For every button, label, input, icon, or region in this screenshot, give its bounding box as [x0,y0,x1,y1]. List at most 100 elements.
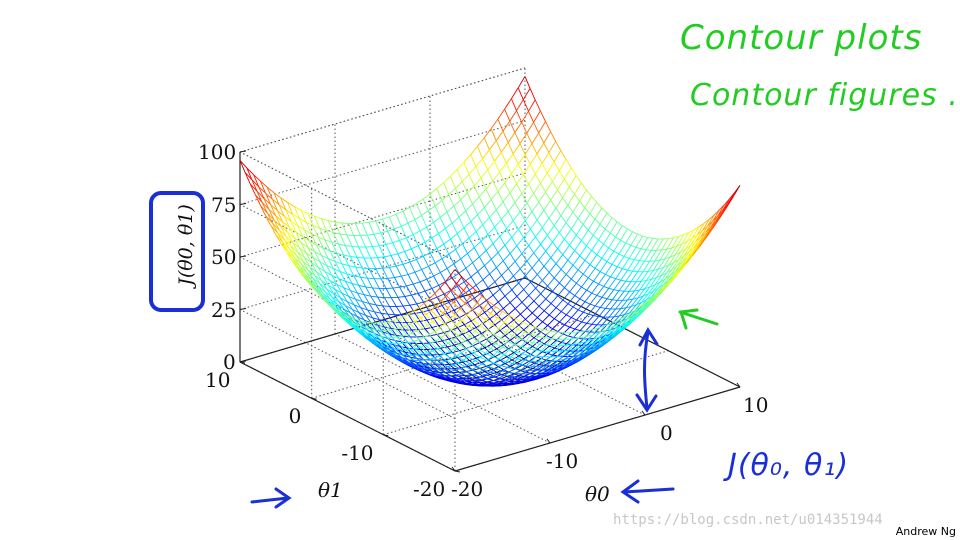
mesh-segment-765 [596,286,605,296]
mesh-segment-607 [379,243,387,247]
mesh-segment-3350 [491,351,498,357]
mesh-segment-358 [402,210,409,224]
mesh-segment-1783 [275,215,283,223]
mesh-segment-1445 [266,186,275,194]
mesh-segment-1139 [294,206,302,211]
mesh-segment-3155 [495,368,503,372]
mesh-segment-202 [448,194,455,207]
mesh-segment-105 [504,173,512,184]
mesh-segment-3366 [527,342,534,349]
mesh-segment-1913 [726,196,734,208]
mesh-segment-2011 [326,288,334,294]
mesh-segment-3290 [481,360,488,365]
mesh-segment-2164 [295,255,302,265]
mesh-segment-373 [455,243,463,250]
mesh-segment-3419 [495,343,503,348]
mesh-segment-1543 [295,231,304,238]
mesh-segment-576 [642,235,649,238]
mesh-segment-519 [618,242,627,255]
mesh-segment-1703 [675,261,683,272]
mesh-segment-1053 [367,277,375,280]
mesh-segment-286 [570,228,577,236]
mesh-segment-2115 [295,254,304,262]
mesh-segment-3361 [485,352,493,357]
mesh-segment-912 [375,268,382,280]
mesh-segment-389 [496,260,504,268]
mesh-segment-3177 [519,364,527,367]
mesh-segment-83 [558,159,567,171]
mesh-segment-264 [506,228,513,238]
mesh-segment-3605 [444,282,452,291]
handwritten-note-contour-figures: Contour figures . [690,78,959,113]
mesh-segment-3564 [466,308,473,316]
mesh-segment-578 [368,222,375,235]
mesh-segment-3528 [444,319,451,325]
mesh-segment-1357 [618,307,627,317]
mesh-segment-3535 [437,317,445,325]
mesh-segment-2423 [678,263,687,272]
mesh-segment-524 [470,276,477,286]
mesh-segment-3168 [347,315,353,319]
mesh-segment-1167 [532,340,540,347]
mesh-segment-3378 [413,339,420,342]
mesh-segment-1390 [482,355,489,361]
mesh-segment-662 [450,290,457,300]
mesh-segment-1328 [525,351,531,355]
mesh-segment-1283 [697,222,705,235]
mesh-segment-3364 [515,346,522,353]
mesh-segment-790 [579,298,586,303]
mesh-segment-3577 [452,302,461,310]
mesh-segment-1483 [283,215,292,222]
mesh-segment-3262 [547,345,554,352]
mesh-segment-142 [449,176,456,189]
mesh-segment-226 [501,219,507,229]
mesh-segment-2850 [608,329,615,336]
mesh-segment-339 [545,241,553,252]
mesh-segment-39 [495,130,504,141]
mesh-segment-3040 [486,376,493,380]
mesh-segment-3357 [532,342,540,345]
mesh-segment-1158 [395,306,402,316]
mesh-segment-279 [528,236,536,246]
mesh-segment-2852 [620,319,627,326]
mesh-segment-2952 [619,316,625,324]
mesh-segment-1088 [307,213,314,226]
mesh-segment-835 [613,279,622,290]
mesh-segment-1082 [652,268,659,272]
mesh-segment-1063 [669,245,678,258]
mesh-segment-1848 [442,364,448,370]
mesh-segment-773 [525,312,533,320]
mesh-segment-969 [611,290,620,301]
mesh-segment-3272 [374,329,380,331]
mesh-segment-1023 [509,334,518,341]
mesh-segment-3459 [517,328,525,333]
mesh-segment-3190 [573,337,580,345]
mesh-segment-3524 [420,314,427,319]
mesh-segment-221 [565,211,574,223]
mesh-segment-728 [407,274,414,285]
mesh-segment-725 [615,268,623,279]
mesh-segment-2987 [462,377,471,381]
z-tick-label: 75 [211,192,237,217]
mesh-segment-289 [433,217,441,223]
mesh-segment-658 [378,245,385,257]
mesh-segment-603 [545,290,553,300]
mesh-segment-2988 [493,377,499,381]
mesh-segment-1230 [663,264,669,268]
mesh-segment-442 [591,250,598,255]
mesh-segment-1315 [375,304,383,307]
mesh-segment-3246 [452,362,459,366]
mesh-segment-536 [410,248,417,260]
mesh-segment-240 [446,211,453,224]
mesh-segment-350 [462,243,468,254]
mesh-segment-3304 [564,332,571,340]
mesh-segment-3038 [474,376,481,380]
mesh-segment-2884 [554,363,561,369]
mesh-segment-2906 [602,332,608,340]
mesh-segment-1602 [307,247,314,258]
mesh-segment-1730 [317,267,324,277]
mesh-segment-3067 [508,371,516,374]
mesh-segment-2013 [314,275,322,282]
mesh-segment-557 [611,253,620,265]
mesh-segment-3123 [502,370,510,373]
